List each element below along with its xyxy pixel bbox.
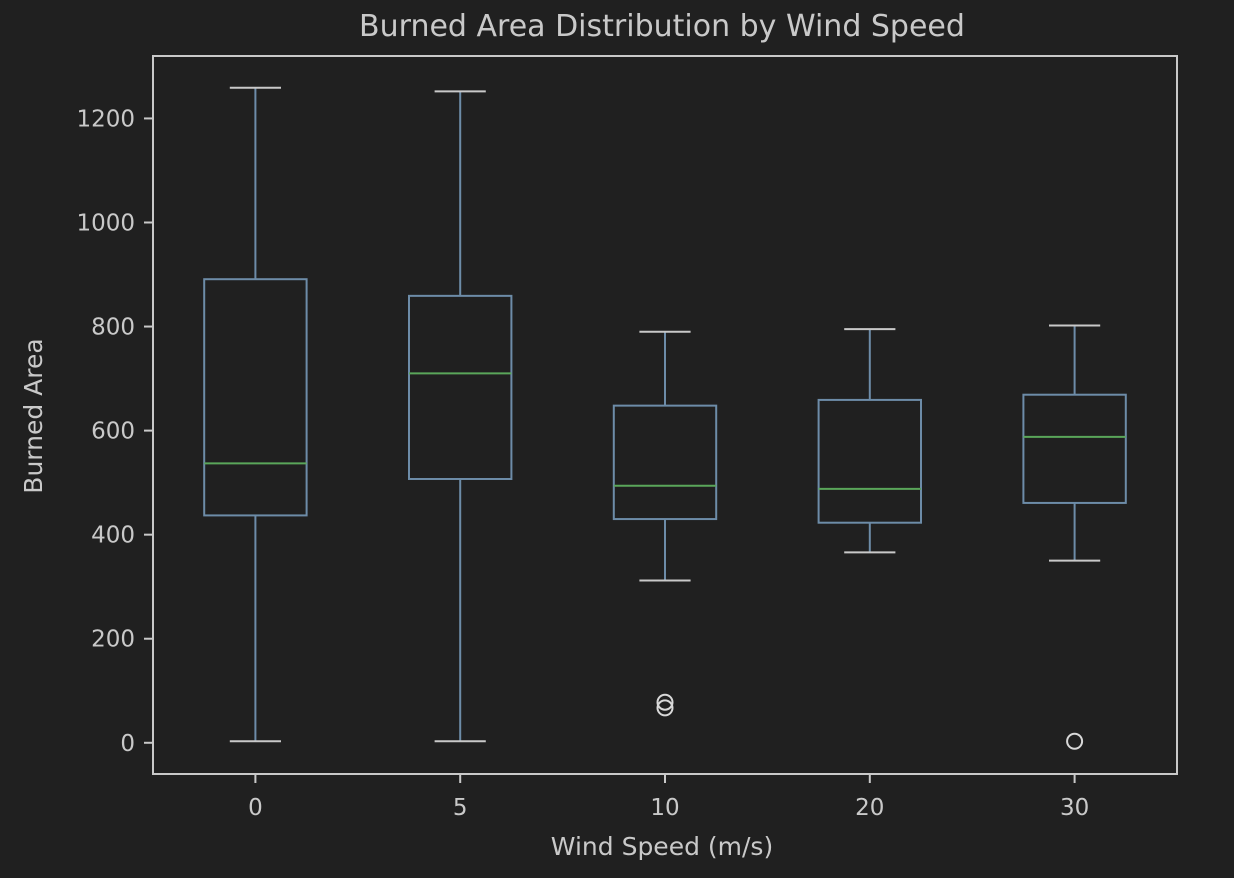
iqr-box [612,404,718,521]
y-tick-label: 1200 [76,106,135,132]
y-tick-label: 800 [91,315,135,341]
iqr-box [817,398,922,524]
box-5 [408,90,513,743]
box-20 [817,328,922,554]
x-axis: 0 5 10 20 30 [248,774,1089,821]
y-tick-label: 200 [91,627,135,653]
x-tick-label: 10 [650,795,679,821]
x-tick-label: 30 [1060,795,1089,821]
box-0 [203,86,308,743]
box-30 [1022,324,1127,750]
outlier-point [656,693,674,711]
iqr-box [1022,393,1127,504]
outlier-point [1066,732,1084,750]
x-axis-label: Wind Speed (m/s) [551,832,773,861]
box-10 [612,330,718,717]
iqr-box [203,278,308,517]
y-tick-label: 600 [91,419,135,445]
box-series [203,86,1127,750]
y-axis: 0 200 400 600 800 1000 1200 [76,106,153,757]
chart-title: Burned Area Distribution by Wind Speed [359,9,965,44]
y-axis-label: Burned Area [19,338,48,493]
x-tick-label: 5 [453,795,468,821]
y-tick-label: 0 [120,731,135,757]
y-tick-label: 400 [91,523,135,549]
y-tick-label: 1000 [76,210,135,236]
x-tick-label: 20 [855,795,884,821]
iqr-box [408,294,513,480]
x-tick-label: 0 [248,795,263,821]
outlier-point [656,699,674,717]
